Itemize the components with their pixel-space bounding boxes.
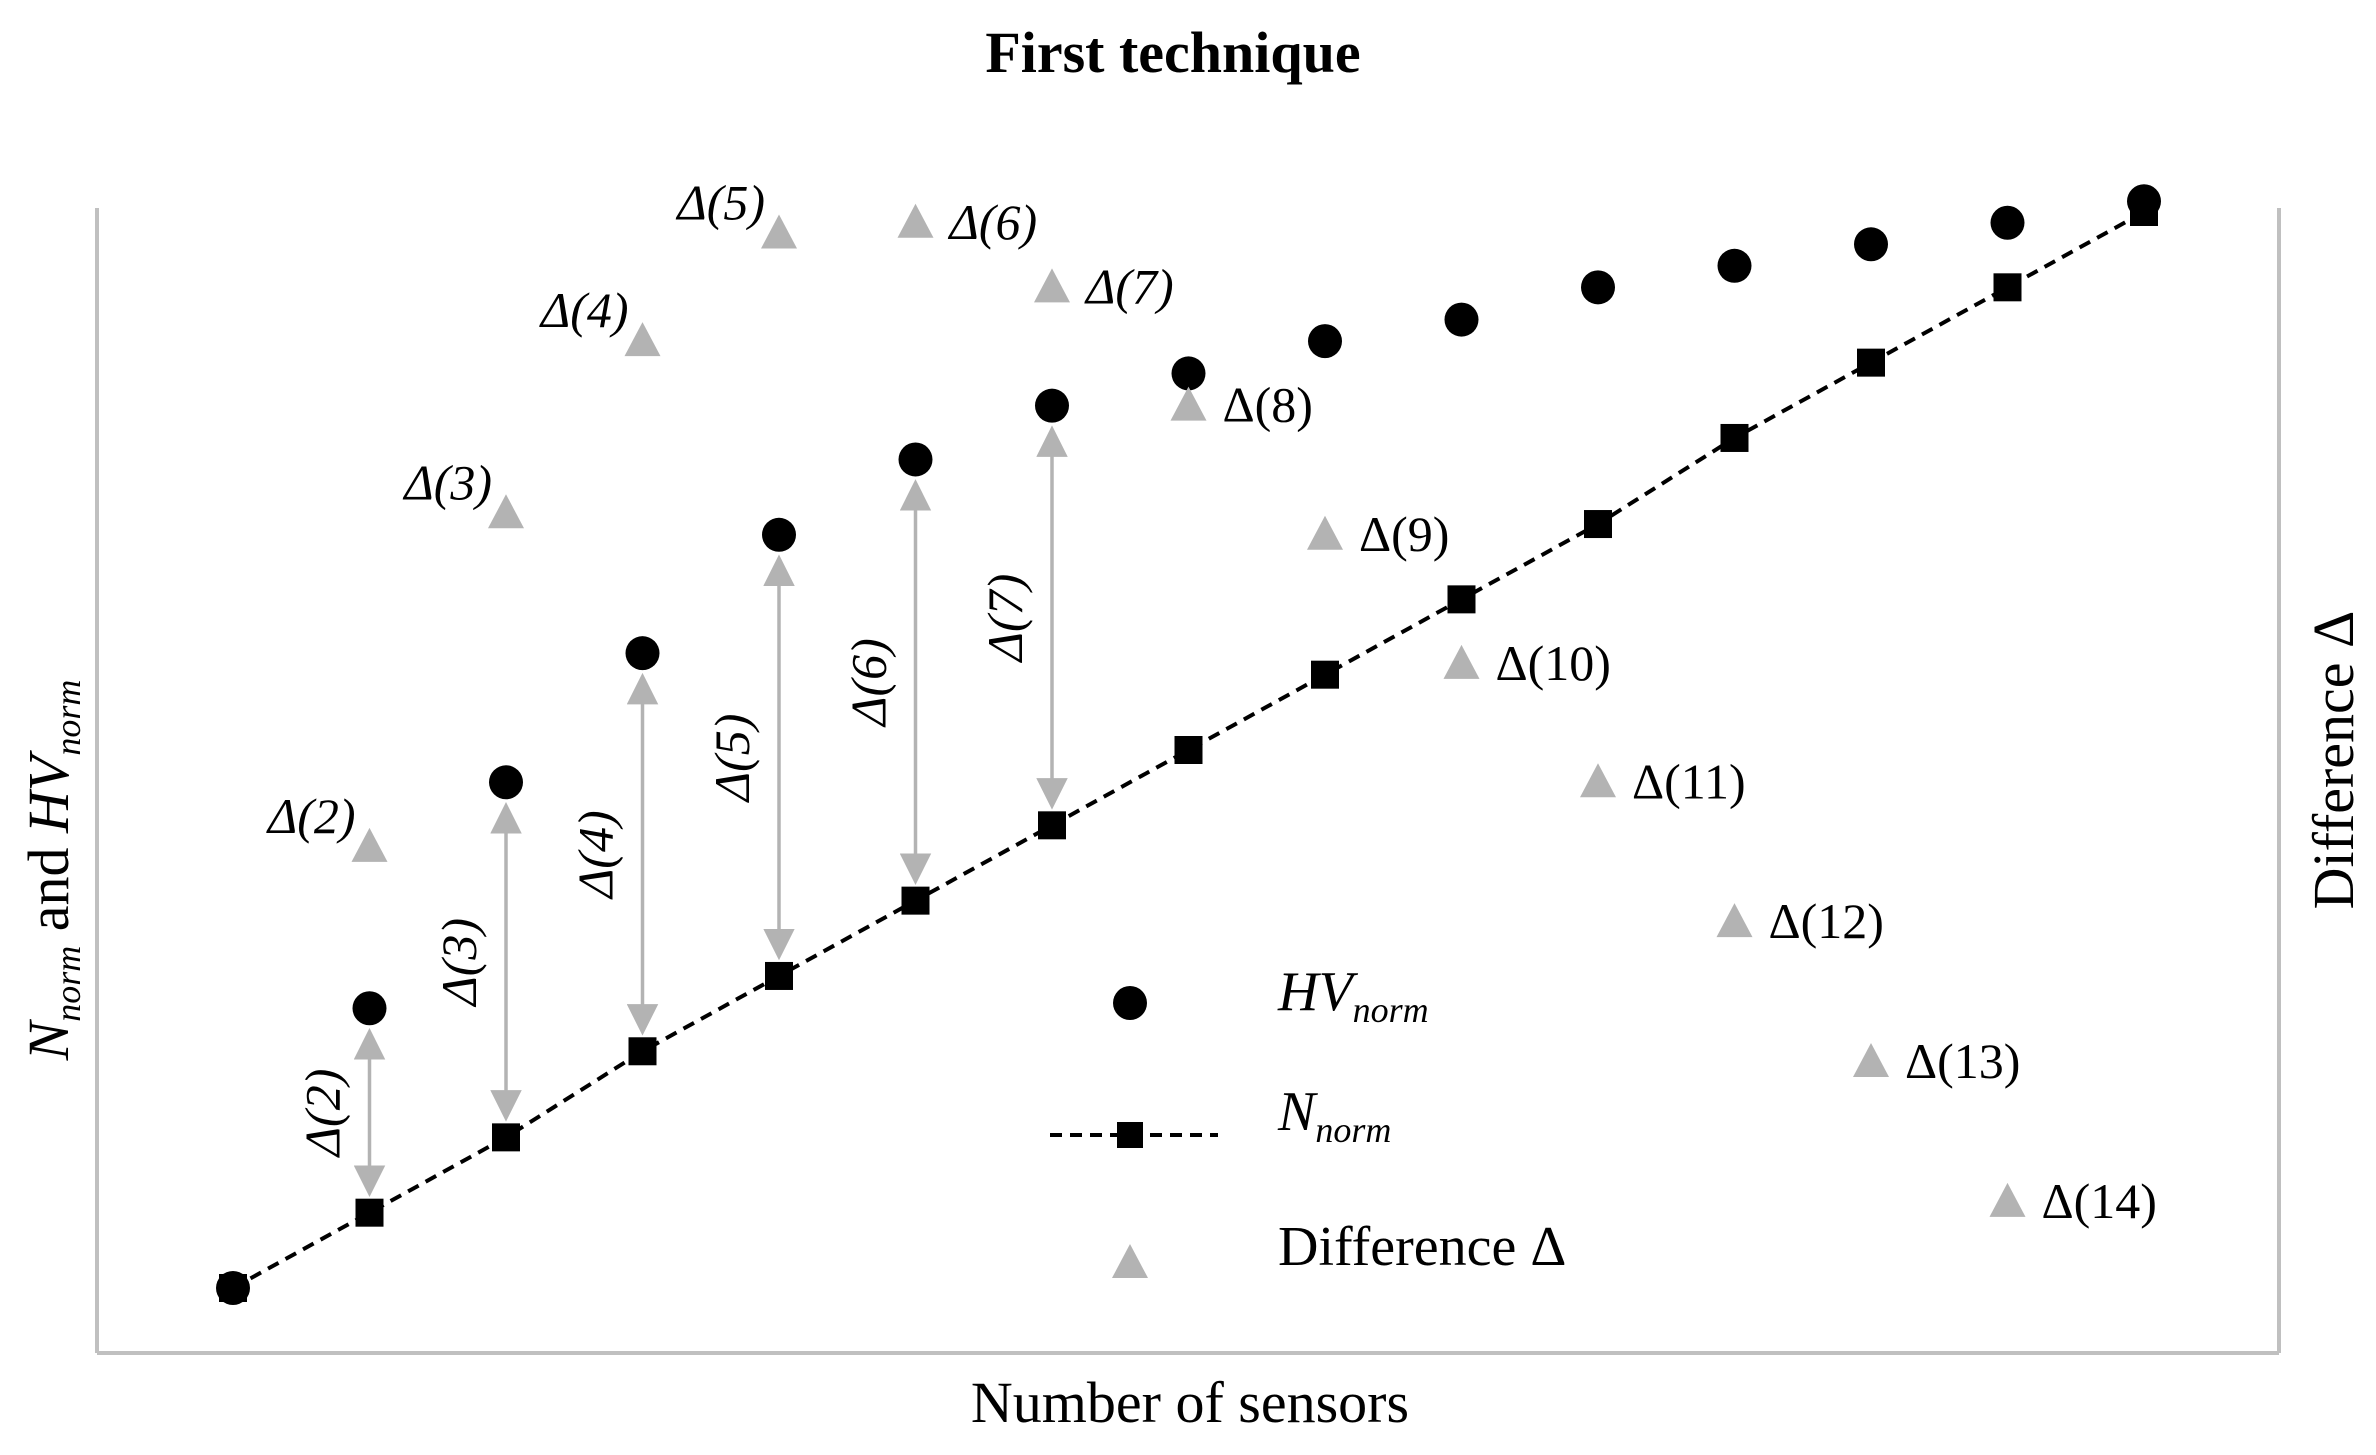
secondary-y-axis-title: Difference Δ	[2301, 611, 2366, 910]
hvnorm-point	[1717, 248, 1752, 283]
hvnorm-point	[1171, 356, 1206, 391]
y-axis-title-and: and	[16, 833, 81, 946]
hvnorm-series	[216, 184, 2161, 1305]
difference-label: Δ(5)	[675, 175, 765, 231]
difference-point	[1580, 763, 1616, 798]
nnorm-point	[1038, 811, 1066, 840]
y-axis-title: Nnorm and HVnorm	[16, 680, 88, 1062]
difference-label: Δ(6)	[948, 194, 1038, 250]
difference-label: Δ(13)	[1905, 1033, 2020, 1089]
hvnorm-point	[625, 636, 660, 671]
difference-label: Δ(9)	[1359, 506, 1449, 562]
difference-arrow-label: Δ(2)	[295, 1069, 351, 1159]
hvnorm-point	[1308, 324, 1342, 359]
difference-point	[1853, 1043, 1889, 1078]
plot-frame	[95, 208, 2281, 1355]
difference-label: Δ(11)	[1632, 753, 1746, 809]
difference-label: Δ(12)	[1769, 893, 1884, 949]
legend-difference-marker	[1112, 1244, 1148, 1278]
hvnorm-point	[1444, 302, 1479, 337]
hvnorm-point	[1581, 270, 1615, 305]
legend-hvnorm-main: HV	[1277, 961, 1358, 1023]
difference-arrow-label: Δ(6)	[841, 638, 897, 728]
difference-arrows: Δ(2) Δ(3) Δ(4) Δ(5) Δ(6) Δ(7)	[295, 425, 1068, 1197]
y-axis-title-n-sub: norm	[48, 946, 88, 1022]
nnorm-point	[1311, 660, 1339, 689]
nnorm-point	[901, 886, 930, 915]
difference-point	[1989, 1182, 2026, 1217]
difference-point	[1307, 515, 1343, 550]
difference-label: Δ(2)	[266, 788, 356, 844]
hvnorm-point	[898, 442, 933, 477]
difference-arrow-label: Δ(5)	[704, 714, 760, 804]
hvnorm-point	[489, 765, 523, 800]
difference-arrow-label: Δ(7)	[977, 574, 1033, 664]
difference-point	[488, 494, 524, 529]
difference-point	[1034, 268, 1070, 303]
nnorm-point	[1174, 736, 1203, 764]
chart-title: First technique	[985, 20, 1360, 85]
nnorm-point	[1993, 273, 2022, 302]
hvnorm-point	[1035, 388, 1069, 423]
nnorm-point	[492, 1123, 520, 1152]
legend-hvnorm-marker	[1113, 986, 1147, 1020]
y-axis-title-hv: HV	[16, 749, 81, 834]
nnorm-point	[1857, 348, 1885, 377]
difference-point	[897, 203, 934, 238]
nnorm-point	[1720, 423, 1749, 452]
nnorm-line	[232, 210, 2145, 1290]
legend-hvnorm-sub: norm	[1353, 990, 1429, 1030]
hvnorm-point	[352, 991, 387, 1026]
nnorm-point	[1584, 510, 1612, 539]
y-axis-title-hv-sub: norm	[48, 680, 88, 756]
hvnorm-point	[1854, 227, 1888, 262]
difference-label: Δ(3)	[402, 454, 492, 510]
difference-label: Δ(14)	[2042, 1173, 2157, 1229]
difference-series: Δ(2) Δ(3) Δ(4) Δ(5) Δ(6) Δ(7) Δ(8) Δ(9) Δ(10) Δ(1…	[266, 175, 2157, 1229]
legend-nnorm-label: Nnorm	[1277, 1081, 1391, 1150]
legend-nnorm-marker	[1117, 1122, 1143, 1148]
hvnorm-point	[1990, 205, 2025, 240]
difference-label: Δ(4)	[539, 282, 629, 338]
difference-arrow-label: Δ(4)	[568, 810, 624, 900]
difference-point	[1443, 644, 1480, 679]
y-axis-title-n: N	[16, 1018, 81, 1061]
difference-label: Δ(10)	[1496, 635, 1611, 691]
legend-hvnorm-label: HVnorm	[1277, 961, 1429, 1030]
difference-point	[1170, 386, 1207, 421]
x-axis-title: Number of sensors	[971, 1370, 1409, 1435]
difference-arrow-label: Δ(3)	[431, 918, 487, 1008]
nnorm-point	[355, 1198, 384, 1227]
nnorm-point	[765, 961, 793, 990]
difference-point	[351, 827, 388, 862]
legend-nnorm-main: N	[1277, 1081, 1318, 1143]
nnorm-point	[1447, 585, 1476, 614]
legend-difference-label: Difference Δ	[1278, 1216, 1566, 1278]
difference-label: Δ(7)	[1084, 258, 1174, 314]
nnorm-dashed-line	[232, 210, 2145, 1290]
nnorm-point	[628, 1037, 657, 1066]
difference-label: Δ(8)	[1223, 377, 1313, 433]
difference-point	[1716, 903, 1753, 938]
difference-point	[761, 214, 797, 249]
legend: HVnorm Nnorm Difference Δ	[1050, 961, 1566, 1278]
difference-point	[624, 322, 661, 357]
hvnorm-point	[762, 517, 796, 552]
legend-nnorm-sub: norm	[1315, 1110, 1391, 1150]
hvnorm-point	[2127, 184, 2161, 219]
hvnorm-point	[216, 1271, 250, 1305]
